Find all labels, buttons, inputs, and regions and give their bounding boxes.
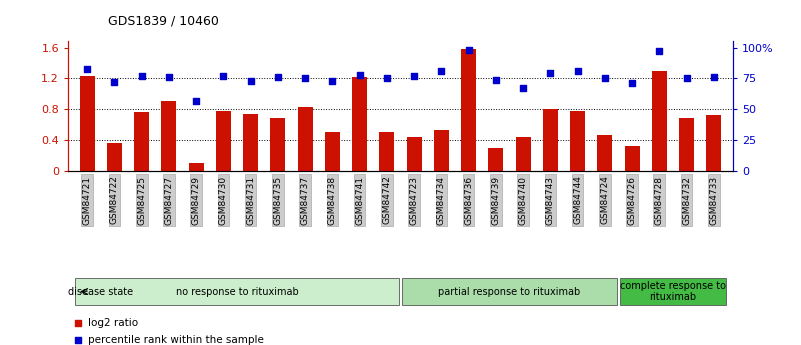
- Text: GSM84742: GSM84742: [382, 176, 392, 224]
- Text: GSM84744: GSM84744: [573, 176, 582, 224]
- FancyBboxPatch shape: [402, 277, 617, 306]
- Bar: [271, 118, 285, 171]
- Text: GSM84734: GSM84734: [437, 176, 446, 225]
- Text: GSM84735: GSM84735: [273, 176, 283, 225]
- Point: [135, 73, 148, 79]
- Point: [190, 98, 203, 103]
- Bar: [652, 71, 667, 171]
- Point: [299, 76, 312, 81]
- Text: GSM84727: GSM84727: [164, 176, 173, 225]
- Text: GSM84724: GSM84724: [601, 176, 610, 224]
- Bar: [298, 107, 312, 171]
- Text: GSM84728: GSM84728: [655, 176, 664, 225]
- Point: [217, 73, 230, 79]
- Point: [544, 71, 557, 76]
- FancyBboxPatch shape: [75, 277, 399, 306]
- Bar: [461, 49, 476, 171]
- Text: percentile rank within the sample: percentile rank within the sample: [88, 335, 264, 345]
- Point: [653, 49, 666, 54]
- Text: no response to rituximab: no response to rituximab: [175, 287, 299, 296]
- Bar: [162, 101, 176, 171]
- Text: GSM84733: GSM84733: [710, 176, 718, 225]
- Point: [163, 75, 175, 80]
- Bar: [325, 132, 340, 171]
- Text: GSM84723: GSM84723: [409, 176, 419, 225]
- Bar: [352, 77, 367, 171]
- Point: [108, 79, 121, 85]
- Bar: [216, 111, 231, 171]
- Bar: [434, 130, 449, 171]
- Text: GSM84739: GSM84739: [491, 176, 501, 225]
- Bar: [679, 118, 694, 171]
- Text: GSM84731: GSM84731: [246, 176, 256, 225]
- Point: [462, 47, 475, 53]
- Bar: [380, 132, 394, 171]
- Bar: [625, 146, 639, 171]
- Text: GSM84722: GSM84722: [110, 176, 119, 224]
- Text: log2 ratio: log2 ratio: [88, 318, 138, 327]
- Text: GSM84737: GSM84737: [300, 176, 310, 225]
- Text: GSM84732: GSM84732: [682, 176, 691, 225]
- Point: [485, 121, 497, 127]
- Bar: [706, 115, 722, 171]
- Point: [326, 78, 339, 83]
- Point: [707, 75, 720, 80]
- Bar: [407, 137, 421, 171]
- Bar: [134, 112, 149, 171]
- Point: [244, 78, 257, 83]
- Text: GSM84729: GSM84729: [191, 176, 200, 225]
- Bar: [244, 114, 258, 171]
- Bar: [189, 163, 203, 171]
- Text: GSM84738: GSM84738: [328, 176, 337, 225]
- Text: partial response to rituximab: partial response to rituximab: [438, 287, 581, 296]
- Text: GSM84740: GSM84740: [518, 176, 528, 225]
- Point: [680, 76, 693, 81]
- Point: [408, 73, 421, 79]
- Text: GDS1839 / 10460: GDS1839 / 10460: [108, 14, 219, 28]
- Point: [517, 86, 529, 91]
- Text: disease state: disease state: [68, 287, 134, 296]
- Text: GSM84743: GSM84743: [545, 176, 555, 225]
- Bar: [79, 76, 95, 171]
- Text: GSM84741: GSM84741: [355, 176, 364, 225]
- Point: [435, 68, 448, 74]
- Text: GSM84721: GSM84721: [83, 176, 91, 225]
- Point: [353, 72, 366, 77]
- FancyBboxPatch shape: [620, 277, 726, 306]
- Bar: [543, 109, 557, 171]
- Point: [81, 66, 94, 71]
- Text: GSM84736: GSM84736: [464, 176, 473, 225]
- Point: [272, 75, 284, 80]
- Bar: [598, 135, 612, 171]
- Text: GSM84725: GSM84725: [137, 176, 146, 225]
- Point: [489, 77, 502, 82]
- Point: [485, 278, 497, 284]
- Bar: [570, 111, 585, 171]
- Point: [380, 76, 393, 81]
- Point: [571, 68, 584, 74]
- Text: GSM84726: GSM84726: [628, 176, 637, 225]
- Point: [598, 76, 611, 81]
- Point: [626, 80, 638, 86]
- Text: complete response to
rituximab: complete response to rituximab: [620, 281, 726, 302]
- Bar: [489, 148, 503, 171]
- Text: GSM84730: GSM84730: [219, 176, 228, 225]
- Bar: [516, 137, 530, 171]
- Bar: [107, 143, 122, 171]
